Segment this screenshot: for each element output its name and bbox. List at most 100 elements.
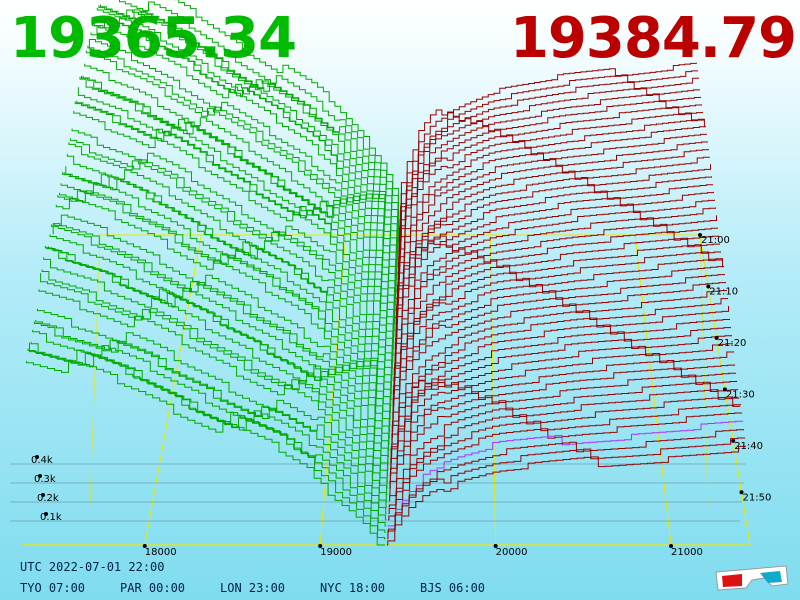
ask-depth-line bbox=[397, 156, 710, 318]
bid-depth-line bbox=[44, 245, 389, 470]
ask-price: 19384.79 bbox=[509, 6, 797, 71]
zone-par: PAR 00:00 bbox=[120, 581, 186, 595]
time-tick-label: 21:30 bbox=[726, 389, 755, 400]
grid-price-line bbox=[319, 234, 347, 546]
volume-tick-mark bbox=[41, 493, 45, 497]
price-tick-mark bbox=[493, 544, 498, 548]
price-tick-label: 20000 bbox=[496, 547, 528, 558]
ask-depth-line bbox=[399, 93, 701, 261]
price-tick-mark bbox=[318, 544, 323, 548]
ask-depth-line bbox=[396, 184, 713, 337]
ask-depth-line bbox=[393, 258, 723, 400]
time-tick-mark bbox=[714, 335, 719, 340]
ask-depth-line bbox=[396, 164, 711, 325]
ask-depth-line bbox=[395, 199, 715, 350]
bid-depth-line bbox=[46, 246, 389, 464]
bid-depth-line bbox=[96, 7, 399, 261]
volume-tick-label: 0.2k bbox=[37, 493, 59, 504]
bid-depth-line bbox=[76, 100, 395, 344]
ask-depth-line bbox=[398, 118, 705, 287]
ask-depth-line bbox=[397, 149, 709, 312]
volume-tick-label: 0.1k bbox=[40, 512, 62, 523]
ask-depth-line bbox=[399, 100, 702, 268]
price-tick-mark bbox=[669, 544, 674, 548]
bid-depth-line bbox=[70, 138, 394, 369]
bid-depth-line bbox=[73, 110, 394, 356]
ask-depth-line bbox=[388, 404, 742, 514]
bid-depth-line bbox=[35, 320, 387, 508]
ask-depth-line bbox=[395, 207, 716, 356]
ask-depth-line bbox=[399, 87, 700, 255]
ask-depth-line bbox=[395, 215, 717, 362]
ask-depth-line bbox=[391, 327, 731, 451]
ask-depth-line bbox=[387, 429, 745, 533]
bid-depth-line bbox=[88, 39, 397, 293]
bid-depth-line bbox=[62, 172, 392, 400]
chart-axes: 0.1k 0.2k 0.3k 0.4k 18000 19000 20000 21000 21:0… bbox=[10, 233, 771, 558]
bid-depth-line bbox=[59, 190, 392, 413]
ask-depth-line bbox=[392, 298, 728, 432]
ask-depth-line bbox=[389, 381, 739, 495]
price-tick-label: 21000 bbox=[671, 547, 703, 558]
bid-depth-line bbox=[81, 75, 396, 325]
ask-depth-line bbox=[399, 106, 703, 274]
ask-depth-line bbox=[389, 367, 737, 483]
ask-depth-line bbox=[388, 389, 740, 502]
bid-depth-line bbox=[68, 142, 393, 375]
zone-bjs: BJS 06:00 bbox=[420, 581, 486, 595]
grid-wall-line bbox=[89, 234, 101, 506]
ask-depth-line bbox=[394, 237, 720, 381]
grid-price-line bbox=[634, 234, 672, 546]
bid-depth-line bbox=[30, 341, 386, 527]
volume-tick-mark bbox=[44, 512, 48, 516]
bid-depth-line bbox=[43, 257, 389, 476]
grid-price-line bbox=[144, 234, 202, 546]
time-tick-mark bbox=[722, 387, 727, 392]
bid-depth-line bbox=[98, 5, 399, 255]
bid-depth-line bbox=[71, 128, 394, 362]
ask-depth-line bbox=[400, 70, 698, 242]
ask-depth-line bbox=[393, 244, 721, 388]
volume-tick-label: 0.3k bbox=[34, 474, 56, 485]
bid-depth-line bbox=[79, 76, 395, 331]
time-tick-label: 21:40 bbox=[734, 441, 763, 452]
ask-depth-line bbox=[386, 445, 747, 546]
3d-glasses-icon[interactable] bbox=[712, 560, 792, 594]
bid-depth-line bbox=[92, 18, 398, 280]
bid-depth-line bbox=[29, 342, 386, 533]
bid-depth-line bbox=[36, 308, 388, 502]
bid-depth-line bbox=[40, 273, 388, 489]
bid-depth-line bbox=[95, 17, 398, 268]
time-tick-mark bbox=[739, 490, 744, 495]
price-tick-label: 19000 bbox=[320, 547, 352, 558]
bid-depth-line bbox=[52, 223, 390, 438]
ask-depth-line bbox=[397, 141, 708, 306]
bid-depth-line bbox=[33, 321, 387, 514]
time-tick-mark bbox=[698, 233, 702, 237]
ask-depth-line bbox=[400, 77, 699, 249]
depth-series bbox=[25, 0, 747, 546]
grid-wall-line bbox=[699, 234, 709, 506]
ask-depth-line bbox=[392, 274, 725, 413]
bid-depth-line bbox=[77, 87, 395, 337]
grid-price-line bbox=[489, 234, 497, 546]
ask-depth-line bbox=[387, 420, 744, 527]
ask-depth-line bbox=[387, 437, 746, 540]
volume-tick-label: 0.4k bbox=[31, 455, 53, 466]
ask-depth-line bbox=[390, 360, 736, 476]
bid-depth-line bbox=[66, 154, 393, 381]
ask-depth-line bbox=[396, 176, 712, 331]
ask-depth-line bbox=[398, 126, 706, 293]
ask-depth-line bbox=[394, 223, 718, 369]
volume-tick-mark bbox=[38, 474, 42, 478]
bid-depth-line bbox=[41, 269, 388, 483]
ask-depth-line bbox=[391, 306, 729, 438]
bid-depth-line bbox=[100, 4, 399, 249]
ask-depth-line bbox=[393, 251, 722, 394]
time-tick-mark bbox=[706, 284, 711, 289]
utc-time: UTC 2022-07-01 22:00 bbox=[20, 560, 165, 574]
zone-lon: LON 23:00 bbox=[220, 581, 286, 595]
bid-depth-line bbox=[119, 0, 399, 242]
volume-tick-mark bbox=[35, 455, 39, 459]
